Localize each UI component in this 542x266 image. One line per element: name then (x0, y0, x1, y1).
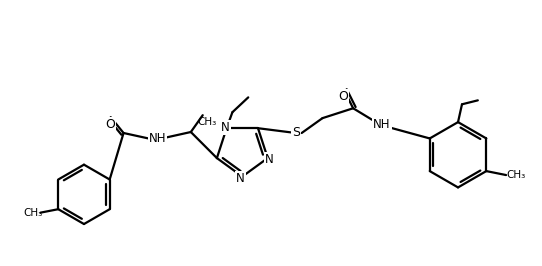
Text: S: S (292, 127, 300, 139)
Text: NH: NH (373, 118, 391, 131)
Text: O: O (105, 118, 115, 131)
Text: O: O (338, 90, 348, 103)
Text: N: N (266, 153, 274, 165)
Text: NH: NH (149, 132, 166, 146)
Text: CH₃: CH₃ (23, 208, 42, 218)
Text: N: N (236, 172, 244, 185)
Text: CH₃: CH₃ (197, 117, 216, 127)
Text: N: N (221, 121, 230, 134)
Text: CH₃: CH₃ (506, 170, 526, 180)
